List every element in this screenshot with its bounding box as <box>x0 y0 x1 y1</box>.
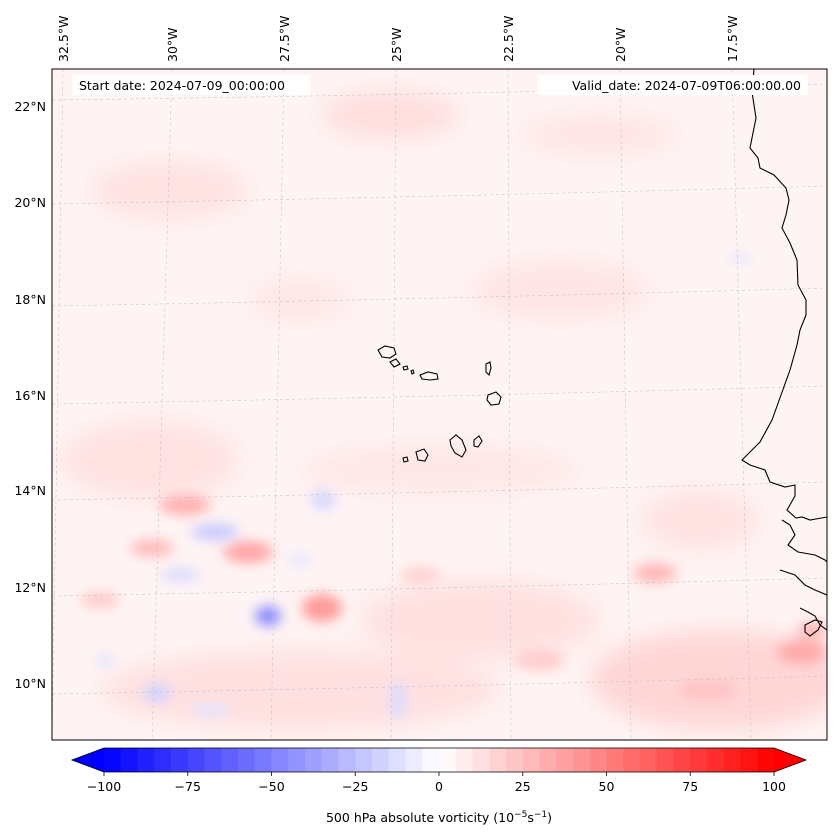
map-frame <box>51 68 828 741</box>
negative-vorticity-cores <box>97 252 750 720</box>
lat-label-10n: 10°N <box>14 676 46 691</box>
colorbar-segment <box>606 748 624 772</box>
colorbar-tick-label: 0 <box>435 779 443 794</box>
colorbar-segment <box>757 748 775 772</box>
colorbar-tick-label: 75 <box>682 779 698 794</box>
colorbar-segment <box>439 748 457 772</box>
lat-label-22n: 22°N <box>14 99 46 114</box>
vorticity-field <box>52 69 827 740</box>
colorbar-segment <box>623 748 641 772</box>
colorbar-max-extend-arrow <box>774 748 806 772</box>
colorbar-segment <box>573 748 591 772</box>
colorbar-segment <box>137 748 155 772</box>
lon-label-30w: 30°W <box>165 27 180 62</box>
lat-label-12n: 12°N <box>14 580 46 595</box>
colorbar-segment <box>338 748 356 772</box>
colorbar-segment <box>254 748 273 772</box>
colorbar-segment <box>321 748 340 772</box>
colorbar-segment <box>556 748 574 772</box>
colorbar-tick-label: 100 <box>762 779 786 794</box>
colorbar-tick-label: 50 <box>599 779 615 794</box>
lon-label-27.5w: 27.5°W <box>277 16 292 62</box>
colorbar-segment <box>154 748 172 772</box>
lat-label-16n: 16°N <box>14 388 46 403</box>
colorbar-segment <box>171 748 189 772</box>
latitude-labels: 22°N 20°N 18°N 16°N 14°N 12°N 10°N <box>14 99 46 691</box>
lon-label-17.5w: 17.5°W <box>725 16 740 62</box>
start-date-box <box>72 75 310 95</box>
valid-date-box <box>538 75 808 95</box>
colorbar-segment <box>539 748 557 772</box>
colorbar-segment <box>104 748 122 772</box>
colorbar-tick-label: −50 <box>258 779 284 794</box>
colorbar-segment <box>271 748 289 772</box>
positive-vorticity-broad <box>60 90 827 730</box>
lon-label-22.5w: 22.5°W <box>501 16 516 62</box>
colorbar-segment <box>472 748 490 772</box>
positive-vorticity-cores <box>80 495 827 700</box>
gridlines <box>52 69 827 740</box>
lon-label-25w: 25°W <box>389 27 404 62</box>
colorbar: −100 −75 −50 −25 0 25 50 75 100 500 hPa absolute… <box>70 747 808 825</box>
start-date-label: Start date: 2024-07-09_00:00:00 <box>79 78 285 93</box>
colorbar-segment <box>740 748 758 772</box>
colorbar-segment <box>388 748 407 772</box>
colorbar-label: 500 hPa absolute vorticity (10−5s−1) <box>326 810 552 825</box>
longitude-labels: 32.5°W 30°W 27.5°W 25°W 22.5°W 20°W 17.5… <box>56 16 740 62</box>
lon-label-20w: 20°W <box>613 27 628 62</box>
colorbar-tick-label: −100 <box>87 779 121 794</box>
coastline-africa <box>741 69 827 637</box>
colorbar-segment <box>455 748 474 772</box>
colorbar-segment <box>405 748 423 772</box>
colorbar-segment <box>690 748 708 772</box>
colorbar-segment <box>288 748 306 772</box>
colorbar-segment <box>506 748 524 772</box>
colorbar-segment <box>204 748 222 772</box>
colorbar-segment <box>489 748 507 772</box>
colorbar-segment <box>372 748 390 772</box>
lat-label-18n: 18°N <box>14 292 46 307</box>
lon-label-32.5w: 32.5°W <box>56 16 71 62</box>
colorbar-segment <box>120 748 139 772</box>
colorbar-segment <box>522 748 541 772</box>
colorbar-tick-label: 25 <box>515 779 531 794</box>
colorbar-segment <box>221 748 239 772</box>
valid-date-label: Valid_date: 2024-07-09T06:00:00.00 <box>572 78 801 93</box>
colorbar-segment <box>656 748 675 772</box>
colorbar-tick-label: −75 <box>175 779 201 794</box>
colorbar-segment <box>355 748 373 772</box>
lat-label-14n: 14°N <box>14 483 46 498</box>
colorbar-segment <box>640 748 658 772</box>
colorbar-segment <box>707 748 725 772</box>
colorbar-segment <box>305 748 323 772</box>
colorbar-segments <box>104 748 775 772</box>
lat-label-20n: 20°N <box>14 195 46 210</box>
colorbar-segment <box>589 748 608 772</box>
colorbar-segment <box>673 748 691 772</box>
colorbar-segment <box>723 748 742 772</box>
colorbar-segment <box>187 748 206 772</box>
colorbar-segment <box>422 748 440 772</box>
colorbar-tick-label: −25 <box>342 779 368 794</box>
coastline-cape-verde <box>377 345 502 463</box>
colorbar-segment <box>238 748 256 772</box>
colorbar-min-extend-arrow <box>72 748 104 772</box>
colorbar-ticks: −100 −75 −50 −25 0 25 50 75 100 <box>87 772 786 794</box>
